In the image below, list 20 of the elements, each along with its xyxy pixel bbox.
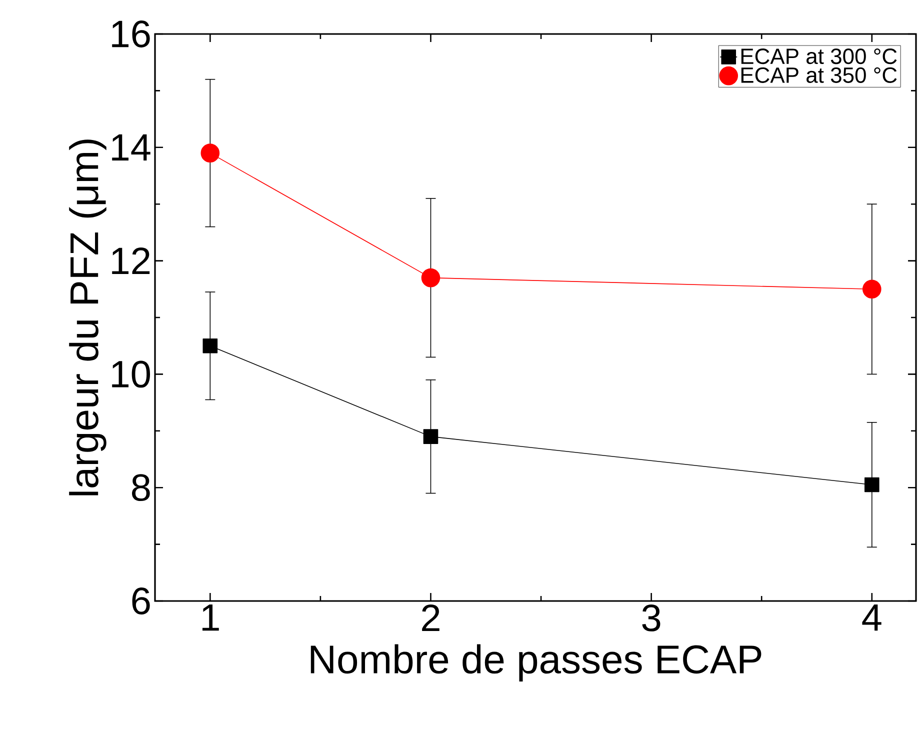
y-tick-label: 14 [112, 134, 150, 160]
x-tick-label: 2 [422, 604, 440, 632]
y-tick-label: 16 [112, 20, 150, 48]
x-tick-label: 1 [202, 604, 219, 631]
y-axis-title: largeur du PFZ (μm) [69, 140, 106, 496]
y-tick-label: 10 [112, 360, 150, 388]
x-tick-label: 3 [642, 604, 660, 632]
x-axis-title: Nombre de passes ECAP [310, 644, 762, 682]
y-tick-label: 12 [112, 248, 150, 274]
point [423, 429, 438, 444]
point [200, 144, 220, 162]
point [862, 280, 882, 299]
legend-label: ECAP at 300 °C [741, 48, 897, 64]
y-tick-label: 8 [132, 474, 150, 502]
x-tick-label: 4 [862, 604, 882, 631]
y-tick-label: 6 [132, 588, 150, 614]
legend-label: ECAP at 350 °C [741, 67, 897, 83]
point [864, 477, 880, 492]
point [421, 268, 440, 288]
point [202, 338, 218, 354]
